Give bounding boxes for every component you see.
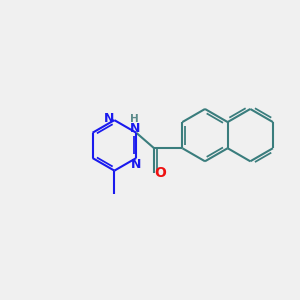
Text: N: N [131,158,142,171]
Text: H: H [130,114,139,124]
Text: N: N [130,122,140,135]
Text: N: N [104,112,114,125]
Text: O: O [155,166,167,180]
